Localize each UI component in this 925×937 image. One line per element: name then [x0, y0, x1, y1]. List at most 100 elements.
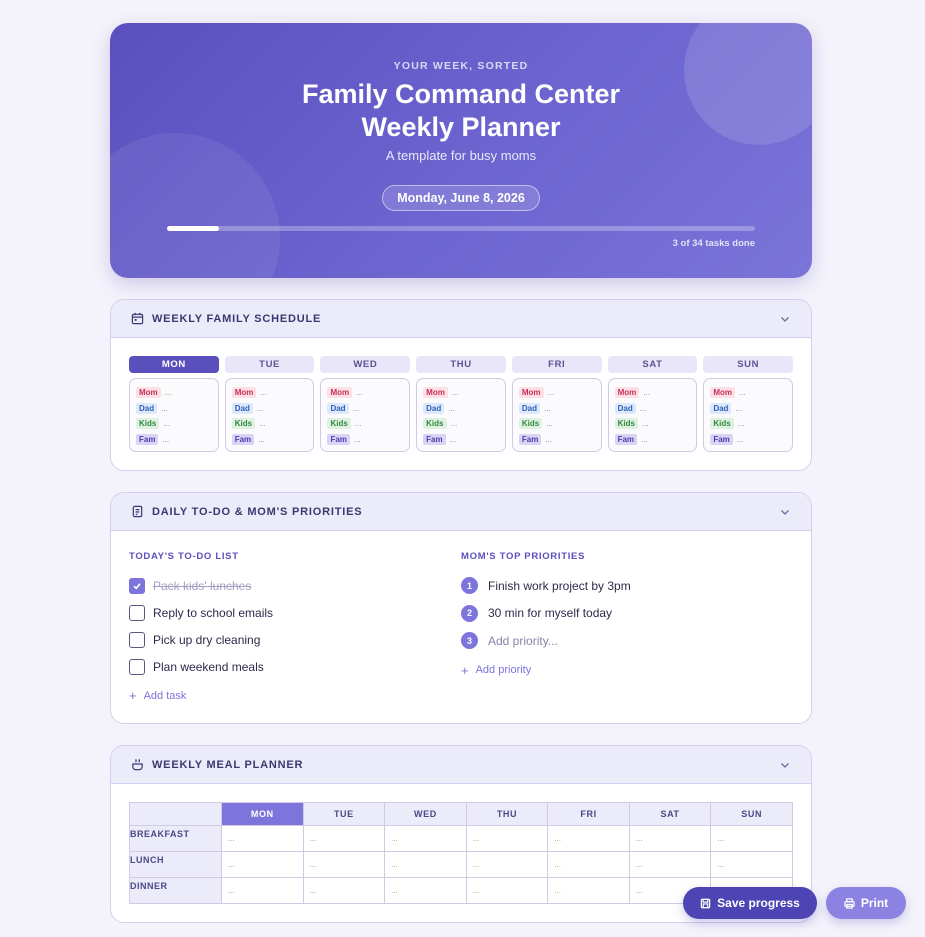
entry-input[interactable]: ...: [736, 434, 744, 444]
day-tab-tue[interactable]: TUE: [224, 356, 315, 373]
entry-input[interactable]: ...: [256, 403, 264, 413]
day-tab-sun[interactable]: SUN: [703, 356, 794, 373]
task-item[interactable]: Pick up dry cleaning: [129, 626, 461, 653]
date-pill[interactable]: Monday, June 8, 2026: [382, 185, 540, 211]
day-column: WED Mom... Dad... Kids... Fam...: [320, 356, 411, 452]
meal-cell[interactable]: ...: [302, 877, 386, 904]
meal-day-header: THU: [465, 802, 549, 826]
entry-input[interactable]: ...: [450, 419, 458, 429]
meal-cell[interactable]: ...: [465, 851, 549, 878]
member-tag-fam: Fam: [423, 433, 446, 445]
meal-cell[interactable]: ...: [547, 825, 630, 852]
day-column: TUE Mom... Dad... Kids... Fam...: [224, 356, 315, 452]
chevron-down-icon[interactable]: [778, 505, 792, 519]
meal-cell[interactable]: ...: [547, 877, 630, 904]
priority-item[interactable]: 2 30 min for myself today: [461, 600, 793, 628]
meals-header[interactable]: WEEKLY MEAL PLANNER: [111, 746, 811, 784]
task-checkbox[interactable]: [129, 658, 145, 675]
member-tag-dad: Dad: [327, 402, 349, 414]
meal-cell[interactable]: ...: [384, 825, 467, 852]
day-tab-thu[interactable]: THU: [416, 356, 506, 373]
entry-input[interactable]: ...: [162, 434, 170, 444]
priority-item[interactable]: 1 Finish work project by 3pm: [461, 572, 793, 600]
meal-cell[interactable]: ...: [465, 877, 549, 904]
meal-cell[interactable]: ...: [302, 825, 386, 852]
entry-input[interactable]: ...: [639, 403, 647, 413]
task-checkbox[interactable]: [129, 577, 145, 594]
task-item[interactable]: Plan weekend meals: [129, 653, 461, 680]
entry-input[interactable]: ...: [356, 388, 363, 398]
task-item[interactable]: Pack kids' lunches: [129, 572, 461, 599]
entry-input[interactable]: ...: [451, 388, 459, 398]
entry-input[interactable]: ...: [547, 388, 555, 398]
task-checkbox[interactable]: [129, 631, 145, 648]
entry-input[interactable]: ...: [546, 419, 553, 429]
member-row: Kids...: [423, 416, 499, 432]
entry-input[interactable]: ...: [737, 419, 745, 429]
member-row: Fam...: [710, 432, 786, 448]
entry-input[interactable]: ...: [735, 403, 743, 413]
meal-cell[interactable]: ...: [710, 825, 793, 852]
schedule-section: WEEKLY FAMILY SCHEDULE MON Mom... Dad... Ki…: [110, 299, 812, 471]
member-tag-kids: Kids: [614, 418, 638, 430]
entry-input[interactable]: ...: [353, 434, 361, 444]
priority-item[interactable]: 3 Add priority...: [461, 627, 793, 655]
priority-input[interactable]: Add priority...: [488, 633, 558, 648]
entry-input[interactable]: ...: [544, 403, 551, 413]
day-box: Mom... Dad... Kids... Fam...: [320, 378, 411, 452]
meal-cell[interactable]: ...: [384, 877, 467, 904]
entry-input[interactable]: ...: [641, 419, 649, 429]
table-row: LUNCH.....................: [129, 851, 793, 878]
entry-input[interactable]: ...: [354, 419, 362, 429]
priority-number: 1: [461, 577, 478, 595]
entry-input[interactable]: ...: [545, 434, 552, 444]
add-priority-button[interactable]: + Add priority: [461, 663, 793, 678]
entry-input[interactable]: ...: [641, 434, 648, 444]
entry-input[interactable]: ...: [260, 388, 268, 398]
task-list: Pack kids' lunches Reply to school emails…: [129, 572, 461, 680]
add-task-button[interactable]: + Add task: [129, 688, 461, 703]
member-row: Kids...: [136, 416, 212, 432]
day-column: SUN Mom... Dad... Kids... Fam...: [703, 356, 794, 452]
meal-cell[interactable]: ...: [465, 825, 549, 852]
entry-input[interactable]: ...: [643, 388, 650, 398]
meal-cell[interactable]: ...: [221, 825, 304, 852]
print-button[interactable]: Print: [826, 887, 906, 919]
member-tag-fam: Fam: [710, 433, 733, 445]
meal-cell[interactable]: ...: [384, 851, 467, 878]
day-tab-mon[interactable]: MON: [129, 356, 219, 373]
print-label: Print: [860, 896, 889, 910]
entry-input[interactable]: ...: [259, 419, 266, 429]
chevron-down-icon[interactable]: [778, 312, 792, 326]
todo-header[interactable]: DAILY TO-DO & MOM'S PRIORITIES: [111, 493, 811, 531]
entry-input[interactable]: ...: [352, 403, 360, 413]
entry-input[interactable]: ...: [449, 434, 457, 444]
entry-input[interactable]: ...: [448, 403, 455, 413]
meal-cell[interactable]: ...: [710, 851, 793, 878]
chevron-down-icon[interactable]: [778, 758, 792, 772]
todo-list: TODAY'S TO-DO LIST Pack kids' lunches Rep…: [129, 551, 461, 703]
entry-input[interactable]: ...: [164, 388, 172, 398]
meal-cell[interactable]: ...: [628, 851, 712, 878]
meal-cell[interactable]: ...: [628, 825, 712, 852]
meal-cell[interactable]: ...: [547, 851, 630, 878]
day-tab-fri[interactable]: FRI: [511, 356, 602, 373]
entry-input[interactable]: ...: [161, 403, 168, 413]
member-tag-fam: Fam: [136, 433, 159, 445]
meal-cell[interactable]: ...: [221, 877, 304, 904]
task-checkbox[interactable]: [129, 604, 145, 621]
save-progress-button[interactable]: Save progress: [683, 887, 817, 919]
day-tab-wed[interactable]: WED: [320, 356, 411, 373]
task-item[interactable]: Reply to school emails: [129, 599, 461, 626]
schedule-header[interactable]: WEEKLY FAMILY SCHEDULE: [111, 300, 811, 338]
member-tag-mom: Mom: [231, 387, 257, 399]
hero-banner: YOUR WEEK, SORTED Family Command Center …: [110, 23, 812, 278]
meal-cell[interactable]: ...: [221, 851, 304, 878]
entry-input[interactable]: ...: [738, 388, 746, 398]
day-tab-sat[interactable]: SAT: [607, 356, 698, 373]
entry-input[interactable]: ...: [163, 419, 171, 429]
member-tag-mom: Mom: [423, 387, 448, 399]
member-tag-fam: Fam: [518, 433, 542, 445]
entry-input[interactable]: ...: [258, 434, 265, 444]
meal-cell[interactable]: ...: [302, 851, 386, 878]
